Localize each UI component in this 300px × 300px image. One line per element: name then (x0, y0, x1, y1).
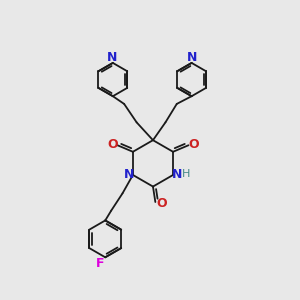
Text: O: O (157, 197, 167, 210)
Text: O: O (188, 138, 199, 151)
Text: N: N (124, 168, 134, 181)
Text: N: N (187, 51, 197, 64)
Text: H: H (182, 169, 190, 179)
Text: N: N (107, 51, 117, 64)
Text: O: O (107, 138, 118, 151)
Text: F: F (96, 257, 104, 270)
Text: N: N (172, 168, 182, 181)
